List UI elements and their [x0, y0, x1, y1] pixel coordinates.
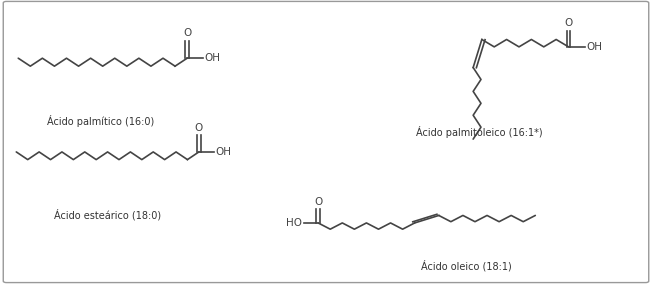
FancyBboxPatch shape: [3, 1, 649, 283]
Text: Ácido oleico (18:1): Ácido oleico (18:1): [421, 260, 512, 271]
Text: OH: OH: [215, 147, 231, 157]
Text: OH: OH: [586, 42, 602, 52]
Text: OH: OH: [204, 53, 220, 63]
Text: O: O: [183, 28, 191, 38]
Text: Ácido palmitoleico (16:1*): Ácido palmitoleico (16:1*): [416, 126, 542, 138]
Text: Ácido palmítico (16:0): Ácido palmítico (16:0): [48, 115, 155, 127]
Text: O: O: [195, 123, 203, 133]
Text: HO: HO: [286, 218, 303, 228]
Text: O: O: [314, 197, 322, 207]
Text: Ácido esteárico (18:0): Ácido esteárico (18:0): [54, 209, 161, 220]
Text: O: O: [565, 18, 572, 28]
